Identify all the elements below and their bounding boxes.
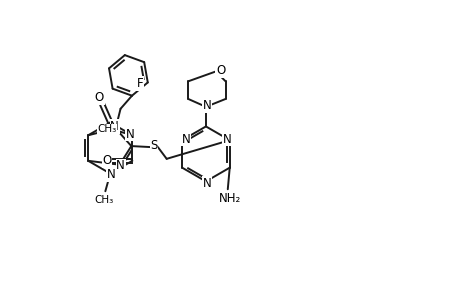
Text: N: N bbox=[106, 168, 115, 181]
Text: N: N bbox=[110, 120, 119, 133]
Text: S: S bbox=[150, 139, 157, 152]
Text: O: O bbox=[95, 92, 104, 104]
Text: N: N bbox=[202, 177, 211, 190]
Text: CH₃: CH₃ bbox=[95, 195, 114, 205]
Text: N: N bbox=[202, 99, 211, 112]
Text: N: N bbox=[181, 133, 190, 146]
Text: F: F bbox=[136, 77, 143, 90]
Text: CH₃: CH₃ bbox=[97, 124, 116, 134]
Text: N: N bbox=[126, 128, 134, 141]
Text: N: N bbox=[222, 133, 231, 146]
Text: O: O bbox=[102, 154, 111, 167]
Text: O: O bbox=[216, 64, 225, 77]
Text: NH₂: NH₂ bbox=[218, 192, 241, 205]
Text: N: N bbox=[116, 159, 125, 172]
